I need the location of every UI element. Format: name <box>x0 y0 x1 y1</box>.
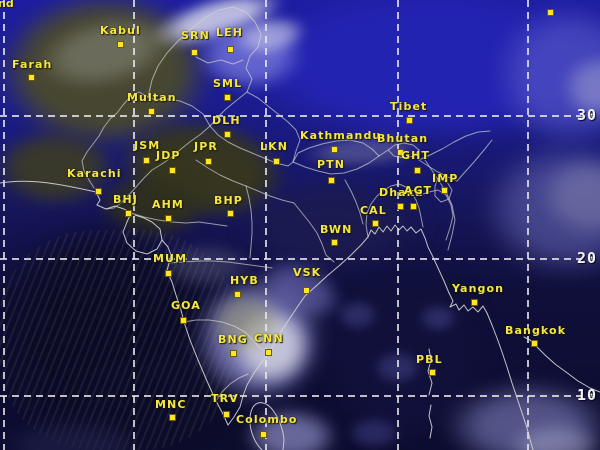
city-label-farah: Farah <box>12 58 53 71</box>
cloud-layer <box>412 300 464 336</box>
longitude-gridline <box>527 0 529 450</box>
city-marker-trv <box>223 411 230 418</box>
city-marker-leh <box>227 46 234 53</box>
city-label-leh: LEH <box>216 26 244 39</box>
city-marker-multan <box>148 108 155 115</box>
city-label-kathmandu: Kathmandu <box>300 129 382 142</box>
latitude-label: 10 <box>577 386 598 404</box>
city-label-agt: AGT <box>404 184 433 197</box>
city-marker-mnc <box>169 414 176 421</box>
city-marker-tibet <box>406 117 413 124</box>
city-marker-cnn <box>265 349 272 356</box>
city-marker-dhaka <box>397 203 404 210</box>
city-marker-bhp <box>227 210 234 217</box>
latitude-label: 30 <box>577 106 598 124</box>
city-label-jpr: JPR <box>194 140 218 153</box>
city-label-cal: CAL <box>360 204 387 217</box>
city-marker-farah <box>28 74 35 81</box>
city-label-dhaka: Dhaka <box>379 186 424 199</box>
city-marker-srn <box>191 49 198 56</box>
city-label-trv: TRV <box>211 392 239 405</box>
city-marker-hyb <box>234 291 241 298</box>
cloud-layer <box>330 295 385 335</box>
city-label-vsk: VSK <box>293 266 322 279</box>
city-marker-ght <box>414 167 421 174</box>
city-marker-jpr <box>205 158 212 165</box>
city-label-bhp: BHP <box>214 194 243 207</box>
city-marker-goa <box>180 317 187 324</box>
city-marker-ptn <box>328 177 335 184</box>
city-label-hyb: HYB <box>230 274 259 287</box>
longitude-gridline <box>133 0 135 450</box>
city-marker-mum <box>165 270 172 277</box>
city-label-colombo: Colombo <box>236 413 298 426</box>
city-marker-bangkok <box>531 340 538 347</box>
city-label-tibet: Tibet <box>390 100 428 113</box>
city-marker-bng <box>230 350 237 357</box>
longitude-gridline <box>3 0 5 450</box>
city-label-mnc: MNC <box>155 398 187 411</box>
latitude-gridline <box>0 258 600 260</box>
city-label-yangon: Yangon <box>452 282 505 295</box>
city-label-mum: MUM <box>153 252 188 265</box>
city-marker-bhutan <box>397 149 404 156</box>
city-label-bhutan: Bhutan <box>377 132 429 145</box>
city-label-sml: SML <box>213 77 243 90</box>
city-marker-colombo <box>260 431 267 438</box>
city-label-ght: GHT <box>401 149 431 162</box>
city-label-bangkok: Bangkok <box>505 324 567 337</box>
city-label-ptn: PTN <box>317 158 346 171</box>
city-marker-yangon <box>471 299 478 306</box>
city-label-jdp: JDP <box>156 149 181 162</box>
partial-edge-label: nd <box>0 0 14 10</box>
city-marker-lkn <box>273 158 280 165</box>
city-marker-kabul <box>117 41 124 48</box>
city-marker-agt <box>410 203 417 210</box>
city-label-karachi: Karachi <box>67 167 122 180</box>
city-label-goa: GOA <box>171 299 201 312</box>
city-label-pbl: PBL <box>416 353 443 366</box>
latitude-gridline <box>0 115 600 117</box>
city-marker-cal <box>372 220 379 227</box>
latitude-label: 20 <box>577 249 598 267</box>
city-marker-pbl <box>429 369 436 376</box>
city-marker-bwn <box>331 239 338 246</box>
city-marker-kathmandu <box>331 146 338 153</box>
city-label-srn: SRN <box>181 29 210 42</box>
city-label-bhj: BHJ <box>113 193 138 206</box>
city-marker-imp <box>441 187 448 194</box>
city-label-imp: IMP <box>432 172 459 185</box>
city-marker-karachi <box>95 188 102 195</box>
city-label-ahm: AHM <box>152 198 184 211</box>
city-label-bwn: BWN <box>320 223 353 236</box>
city-label-lkn: LKN <box>260 140 289 153</box>
city-marker-bhj <box>125 210 132 217</box>
city-label-kabul: Kabul <box>100 24 141 37</box>
longitude-gridline <box>397 0 399 450</box>
city-marker-sml <box>224 94 231 101</box>
city-label-bng: BNG <box>218 333 248 346</box>
city-marker-ahm <box>165 215 172 222</box>
longitude-gridline <box>265 0 267 450</box>
city-marker-jdp <box>169 167 176 174</box>
city-marker-vsk <box>303 287 310 294</box>
city-label-dlh: DLH <box>212 114 241 127</box>
latitude-gridline <box>0 395 600 397</box>
city-label-multan: Multan <box>127 91 177 104</box>
city-marker-jsm <box>143 157 150 164</box>
city-label-jsm: JSM <box>134 139 161 152</box>
city-marker-dlh <box>224 131 231 138</box>
city-label-cnn: CNN <box>254 332 284 345</box>
unlabeled-marker <box>547 9 554 16</box>
